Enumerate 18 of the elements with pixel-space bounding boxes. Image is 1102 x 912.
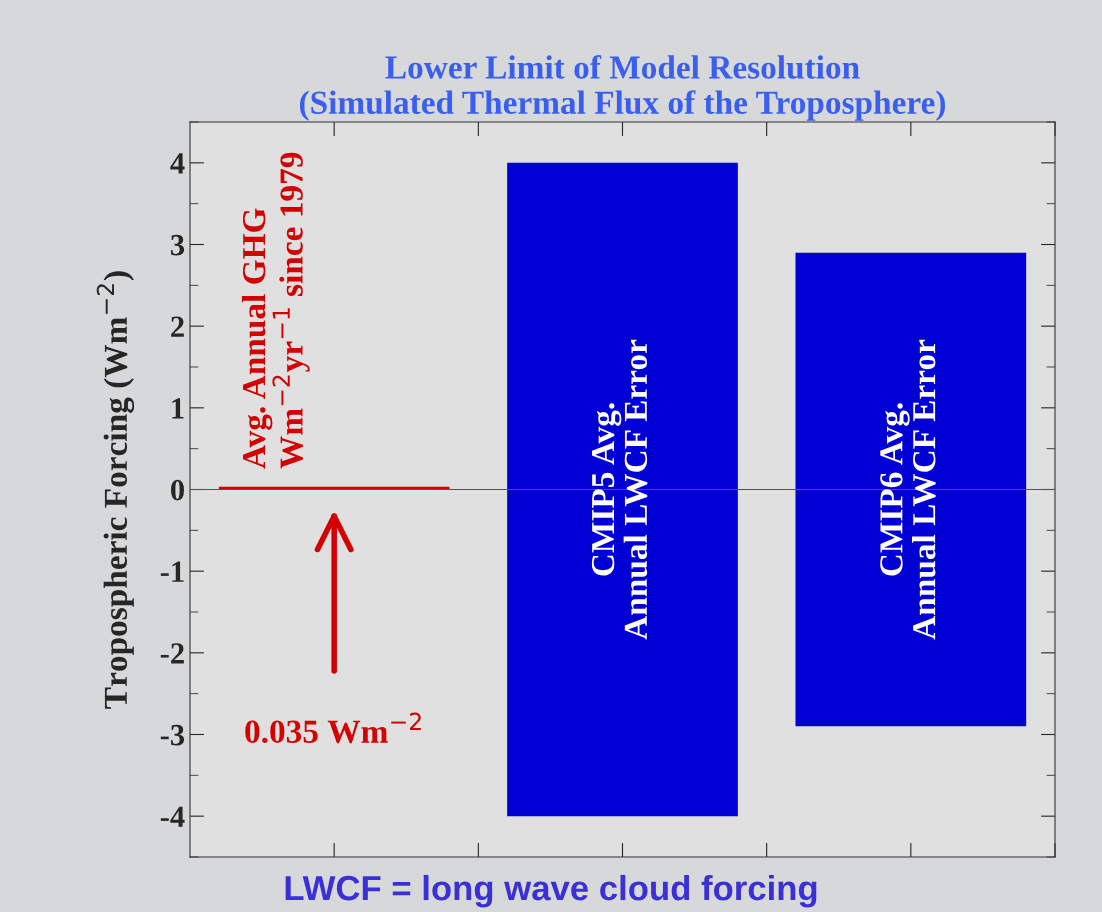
y-tick-label: 1: [172, 398, 184, 419]
bar: [507, 162, 738, 817]
y-tick-label: 2: [171, 316, 184, 337]
y-tick-label: -4: [160, 806, 185, 827]
bar: [795, 252, 1027, 727]
y-tick-label: -1: [160, 561, 184, 582]
annotation: CMIP6 Avg. Annual LWCF Error: [880, 339, 936, 640]
y-tick-label: 3: [171, 234, 185, 256]
y-tick-label: 4: [170, 153, 185, 174]
y-axis-title: Tropospheric Forcing (Wm$^{−2}$): [96, 271, 135, 709]
text: LWCF = long wave cloud forcing: [285, 874, 817, 908]
annotation: CMIP5 Avg. Annual LWCF Error: [591, 339, 648, 640]
annotation: Avg. Annual GHG Wm$^{−2}$yr$^{−1}$ since 1979: [241, 152, 310, 469]
y-tick-label: -2: [160, 643, 184, 664]
chart-title: Lower Limit of Model Resolution (Simulated Thermal Flux of the Troposphere): [299, 54, 946, 121]
y-tick-label: -3: [160, 724, 185, 746]
annotation: 0.035 Wm$^{−2}$: [245, 712, 421, 744]
y-tick-label: 0: [171, 479, 184, 501]
